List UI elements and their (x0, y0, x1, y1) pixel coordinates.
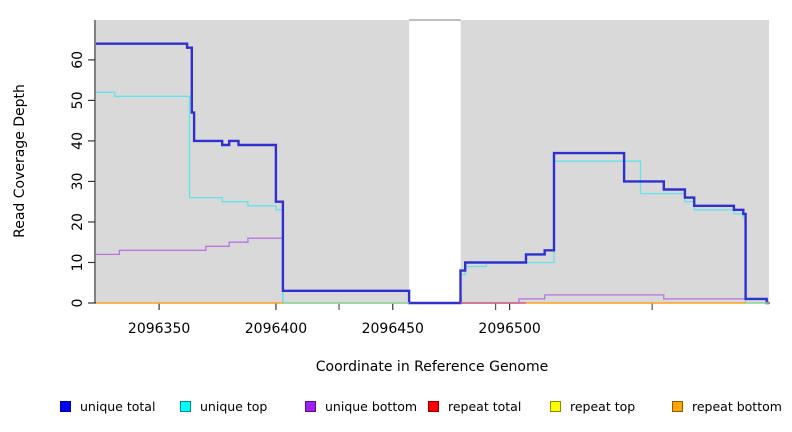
legend-swatch-icon (672, 400, 683, 412)
x-tick-label: 2096450 (362, 321, 424, 337)
y-axis-title: Read Coverage Depth (12, 84, 28, 238)
y-tick-label: 20 (70, 213, 86, 231)
legend-label: unique bottom (325, 398, 418, 414)
legend-swatch-icon (305, 400, 316, 412)
legend-swatch-icon (60, 400, 71, 412)
legend-label: repeat top (570, 398, 636, 414)
masked-region (409, 20, 461, 303)
legend-item-repeat-total: repeat total (428, 396, 521, 416)
y-tick-label: 40 (70, 132, 86, 150)
y-tick-label: 50 (70, 91, 86, 109)
plot-layers: 2096350 2096400 2096450 2096500 0 10 20 30 40 50 6… (70, 19, 770, 337)
x-tick-label: 2096400 (245, 321, 307, 337)
legend-swatch-icon (180, 400, 191, 412)
x-tick-label: 2096350 (128, 321, 190, 337)
legend-item-repeat-bottom: repeat bottom (672, 396, 782, 416)
legend-swatch-icon (550, 400, 561, 412)
y-tick-label: 10 (70, 254, 86, 272)
legend-swatch-icon (428, 400, 439, 412)
y-tick-label: 60 (70, 51, 86, 69)
legend-item-unique-top: unique top (180, 396, 267, 416)
legend-item-repeat-top: repeat top (550, 396, 635, 416)
legend-item-unique-total: unique total (60, 396, 155, 416)
x-axis-title: Coordinate in Reference Genome (316, 359, 549, 375)
series-unique-top (96, 91, 769, 304)
y-tick-label: 0 (70, 299, 86, 308)
coverage-plot: 2096350 2096400 2096450 2096500 0 10 20 30 40 50 6… (12, 19, 770, 375)
x-tick-label: 2096500 (478, 321, 540, 337)
legend-label: unique top (200, 398, 268, 414)
legend-label: repeat total (448, 398, 522, 414)
legend: unique total unique top unique bottom repea… (0, 396, 792, 420)
legend-label: repeat bottom (692, 398, 782, 414)
legend-item-unique-bottom: unique bottom (305, 396, 417, 416)
series-unique-total (96, 42, 769, 305)
legend-label: unique total (80, 398, 156, 414)
y-tick-label: 30 (70, 173, 86, 191)
